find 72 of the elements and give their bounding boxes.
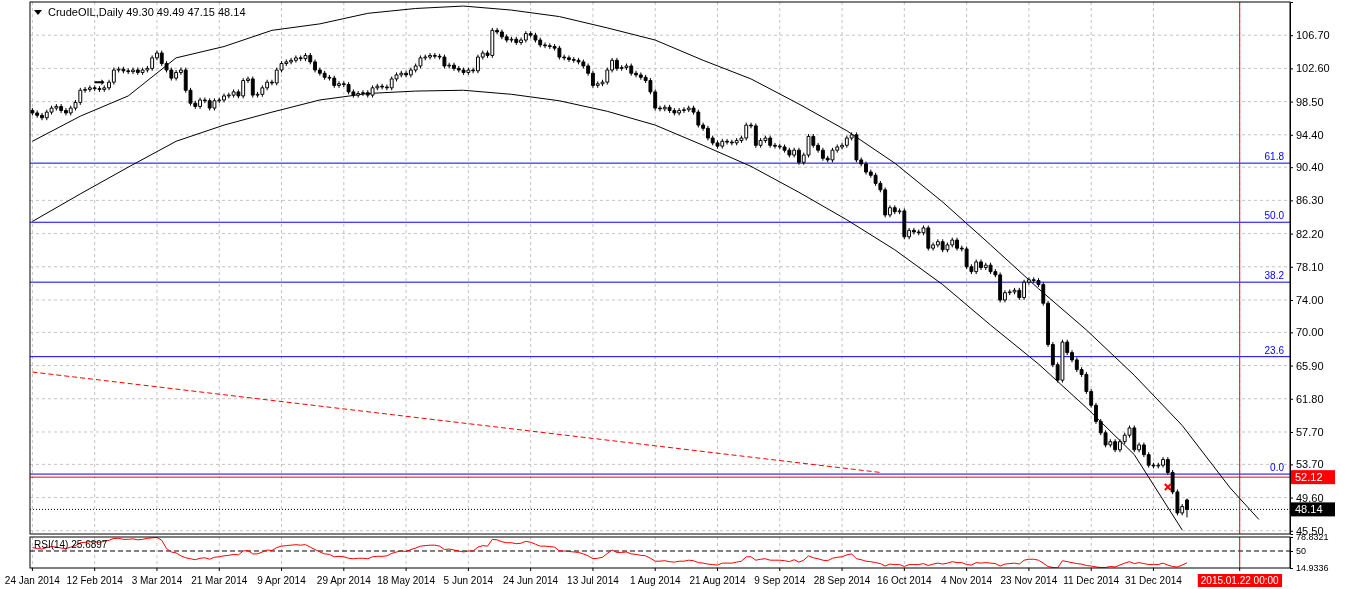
candlestick: [418, 54, 423, 69]
line-series: [31, 537, 1188, 568]
x-tick-label: 28 Sep 2014: [813, 575, 871, 586]
candlestick: [461, 67, 466, 76]
candlestick: [964, 246, 969, 270]
y-tick-label: 14.9336: [1296, 563, 1329, 574]
annotation: 61.8: [1264, 151, 1285, 163]
candlestick: [140, 67, 145, 76]
candlestick: [830, 147, 835, 163]
y-tick-label: 94.40: [1296, 128, 1324, 141]
annotation: 23.6: [1264, 344, 1285, 356]
candlestick: [212, 97, 217, 112]
x-tick-label: 24 Jan 2014: [4, 575, 61, 586]
ref-line-label: 48.14: [1295, 503, 1323, 516]
x-tick-label: 23 Nov 2014: [1000, 575, 1058, 586]
chart-title: RSI(14) 25.6897: [34, 539, 108, 550]
chart-title: CrudeOIL,Daily 49.30 49.49 47.15 48.14: [48, 6, 246, 18]
x-tick-label: 21 Aug 2014: [689, 575, 747, 586]
x-tick-label: 16 Oct 2014: [877, 575, 933, 586]
annotation: 50.0: [1264, 210, 1285, 222]
ref-line-label: 52.12: [1295, 471, 1323, 484]
x-tick-label: 4 Nov 2014: [941, 575, 993, 586]
candlestick: [121, 66, 126, 74]
y-tick-label: 98.50: [1296, 95, 1324, 108]
x-tick-label: 5 Jun 2014: [443, 575, 494, 586]
x-tick-label: 9 Apr 2014: [257, 575, 307, 586]
candlestick: [231, 88, 236, 99]
candlestick: [442, 54, 447, 69]
x-tick-label: 2015.01.22 00:00: [1200, 575, 1280, 586]
x-tick-label: 21 Mar 2014: [191, 575, 248, 586]
candlestick: [1060, 339, 1065, 384]
y-tick-label: 90.40: [1296, 161, 1324, 174]
candlestick: [97, 85, 102, 93]
candlestick: [945, 241, 950, 253]
candlestick: [782, 144, 787, 154]
x-tick-label: 18 May 2014: [377, 575, 436, 586]
y-tick-label: 57.70: [1296, 425, 1324, 438]
candlestick: [854, 131, 859, 163]
x-tick-label: 9 Sep 2014: [754, 575, 806, 586]
candlestick: [557, 45, 562, 60]
y-tick-label: 74.00: [1296, 294, 1324, 306]
candlestick: [35, 110, 40, 119]
y-tick-label: 102.60: [1296, 62, 1330, 75]
y-tick-label: 70.00: [1296, 326, 1324, 339]
x-tick-label: 1 Aug 2014: [629, 575, 681, 586]
x-tick-label: 31 Dec 2014: [1125, 575, 1183, 586]
y-tick-label: 53.70: [1296, 458, 1324, 471]
candlestick: [49, 105, 54, 116]
x-tick-label: 3 Mar 2014: [131, 575, 183, 586]
y-tick-label: 82.20: [1296, 227, 1324, 240]
candlestick: [988, 262, 993, 275]
candlestick: [303, 52, 308, 62]
y-tick-label: 78.10: [1296, 260, 1324, 273]
candlestick: [763, 135, 768, 144]
candlestick: [576, 57, 581, 65]
x-tick-label: 29 Apr 2014: [316, 575, 372, 586]
x-tick-label: 12 Feb 2014: [66, 575, 124, 586]
candlestick: [533, 32, 538, 43]
y-tick-label: 106.70: [1296, 29, 1330, 42]
candlestick: [509, 36, 514, 43]
y-tick-label: 49.60: [1296, 491, 1324, 504]
x-tick-label: 13 Jul 2014: [567, 575, 620, 586]
x-tick-label: 11 Dec 2014: [1063, 575, 1120, 586]
candlestick: [667, 104, 672, 114]
y-tick-label: 50: [1296, 546, 1307, 557]
annotation: 38.2: [1264, 270, 1285, 282]
y-tick-label: 86.30: [1296, 194, 1324, 207]
candlestick: [715, 139, 720, 150]
x-tick-label: 24 Jun 2014: [503, 575, 559, 586]
annotation: 0.0: [1270, 462, 1285, 474]
y-tick-label: 65.90: [1296, 359, 1324, 372]
y-tick-label: 61.80: [1296, 392, 1324, 405]
